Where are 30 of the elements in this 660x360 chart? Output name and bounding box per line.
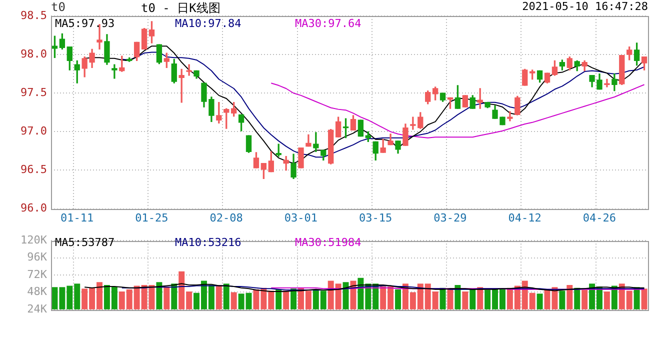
x-tick-label: 03-29 xyxy=(434,211,467,224)
candlestick xyxy=(298,148,304,168)
y-tick-label: 98.5 xyxy=(20,8,47,22)
x-tick-label: 03-15 xyxy=(359,211,392,224)
candlestick xyxy=(462,95,468,108)
y-tick-label: 96K xyxy=(27,250,48,264)
y-tick-label: 98.0 xyxy=(20,47,47,60)
text: MA5:53787 xyxy=(55,236,115,249)
text: MA30:51984 xyxy=(295,236,362,249)
x-tick-label: 01-11 xyxy=(60,211,94,224)
y-tick-label: 72K xyxy=(27,268,48,281)
y-tick-label: 97.5 xyxy=(20,86,47,99)
y-axis-title: t0 xyxy=(51,0,66,14)
y-tick-label: 48K xyxy=(27,285,48,298)
text: MA30:97.64 xyxy=(295,17,362,30)
y-tick-label: 96.0 xyxy=(20,202,47,215)
y-tick-label: 24K xyxy=(27,302,48,316)
x-tick-label: 04-26 xyxy=(582,211,616,224)
x-tick-label: 02-08 xyxy=(210,211,243,224)
text: MA5:97.93 xyxy=(55,17,115,30)
y-tick-label: 120K xyxy=(20,233,48,246)
x-tick-label: 01-25 xyxy=(135,211,168,224)
y-tick-label: 97.0 xyxy=(20,124,47,138)
x-tick-label: 03-01 xyxy=(284,211,318,224)
chart-title: t0 - 日K线图 xyxy=(141,0,220,17)
x-tick-label: 04-12 xyxy=(508,211,542,224)
text: MA10:97.84 xyxy=(175,17,242,30)
text: MA10:53216 xyxy=(175,236,242,249)
y-tick-label: 96.5 xyxy=(20,163,47,176)
chart-subtitle: 2021-05-10 16:47:28 xyxy=(522,0,648,13)
